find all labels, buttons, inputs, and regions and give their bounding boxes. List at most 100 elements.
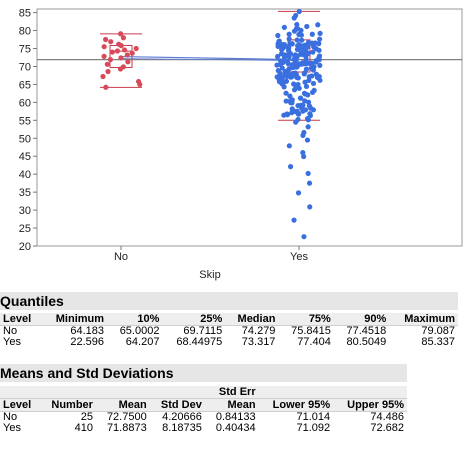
data-point-yes [296, 31, 302, 38]
data-point-no [120, 35, 127, 41]
means-header[interactable]: Means and Std Deviations [0, 364, 407, 382]
data-point-yes [286, 143, 292, 149]
means-cell: 71.014 [258, 411, 334, 423]
data-point-no [114, 48, 121, 54]
data-point-no [108, 39, 114, 45]
table-row: No 64.183 65.0002 69.7115 74.279 75.8415 77.45… [0, 325, 458, 337]
data-point-yes [286, 36, 292, 42]
quantiles-header[interactable]: Quantiles [0, 292, 458, 310]
y-tick-label: 60 [19, 97, 31, 109]
data-point-no [118, 55, 124, 61]
data-point-yes [294, 46, 301, 53]
x-axis: No Yes [114, 246, 308, 263]
data-point-yes [300, 102, 306, 108]
data-point-yes [274, 74, 280, 80]
quantiles-column-header: 25% [162, 313, 226, 326]
quantiles-cell: 73.317 [225, 337, 279, 348]
y-tick-label: 55 [19, 115, 31, 127]
data-point-yes [306, 60, 312, 66]
quantiles-cell: 22.596 [41, 337, 108, 348]
data-point-yes [306, 103, 312, 109]
data-point-yes [288, 74, 295, 80]
data-point-yes [307, 111, 313, 117]
data-point-yes [277, 70, 283, 76]
y-tick-label: 65 [19, 79, 31, 91]
data-point-yes [279, 75, 285, 81]
means-cell: 25 [40, 411, 96, 423]
y-tick-label: 40 [19, 169, 31, 181]
means-column-header: Upper 95% [333, 398, 407, 412]
data-point-no [129, 50, 135, 56]
plot-frame [36, 8, 463, 247]
means-cell: Yes [0, 423, 41, 434]
data-point-yes [310, 107, 317, 113]
data-point-yes [315, 22, 321, 28]
data-point-yes [294, 83, 300, 89]
y-tick-label: 75 [19, 44, 31, 56]
quantiles-column-header: Minimum [41, 313, 108, 326]
y-tick-label: 45 [19, 151, 31, 163]
quantiles-cell: 77.4518 [333, 325, 390, 337]
means-column-header: Lower 95% [258, 398, 334, 412]
y-tick-label: 50 [19, 133, 31, 145]
data-point-yes [289, 110, 295, 116]
means-cell: 0.84133 [204, 411, 259, 423]
means-line [120, 58, 300, 62]
data-point-no [101, 44, 107, 50]
data-point-no [107, 57, 114, 63]
y-tick-label: 35 [19, 187, 31, 199]
data-point-yes [284, 73, 290, 80]
y-tick-label: 70 [19, 61, 31, 73]
data-point-yes [295, 43, 301, 49]
data-point-yes [294, 37, 300, 43]
means-column-header: Number [40, 398, 96, 412]
data-point-yes [306, 77, 312, 83]
quantiles-column-header: Maximum [389, 313, 458, 326]
data-point-yes [275, 32, 281, 39]
means-cell: 0.40434 [204, 423, 259, 434]
data-point-no [100, 73, 106, 80]
data-point-yes [305, 124, 311, 130]
data-point-no [137, 81, 143, 88]
data-point-yes [291, 87, 298, 93]
means-column-header: Mean [95, 398, 150, 412]
quantiles-column-header: Level [0, 313, 42, 326]
y-tick-label: 80 [19, 26, 31, 38]
means-column-header-top: Std Err [204, 386, 259, 399]
data-point-yes [274, 53, 281, 60]
data-point-yes [284, 44, 291, 50]
means-cell: 410 [40, 423, 96, 434]
data-point-yes [299, 37, 305, 43]
data-point-yes [279, 65, 285, 71]
data-point-yes [316, 55, 322, 61]
data-point-yes [310, 80, 317, 87]
means-column-header-top [149, 386, 205, 399]
means-column-header-top [258, 386, 334, 399]
quantiles-column-header: 75% [278, 313, 334, 326]
data-point-yes [291, 64, 297, 70]
data-point-yes [303, 66, 310, 72]
quantiles-cell: 64.207 [107, 337, 163, 348]
means-cell: 72.682 [333, 423, 407, 434]
data-point-yes [291, 15, 297, 21]
data-point-yes [304, 23, 310, 30]
data-point-yes [287, 93, 293, 99]
means-cell: No [0, 411, 41, 423]
data-point-yes [317, 62, 323, 68]
means-cell: 74.486 [333, 411, 407, 423]
table-row: Yes 410 71.8873 8.18735 0.40434 71.092 72.682 [0, 423, 407, 434]
data-point-yes [302, 91, 308, 97]
data-point-no [109, 49, 115, 55]
data-point-yes [299, 43, 305, 49]
table-row: Yes 22.596 64.207 68.44975 73.317 77.404 80.50… [0, 337, 458, 348]
quantiles-column-header: 90% [333, 313, 390, 326]
quantiles-table: Level Minimum 10% 25% Median 75% 90% Maximum No… [0, 313, 458, 348]
data-point-yes [303, 56, 309, 62]
data-point-yes [305, 170, 311, 177]
data-point-yes [306, 180, 313, 186]
data-point-no [103, 84, 109, 90]
y-tick-label: 30 [19, 205, 31, 217]
data-point-yes [274, 62, 280, 68]
x-axis-label: Skip [199, 269, 220, 281]
y-tick-label: 25 [19, 223, 31, 235]
